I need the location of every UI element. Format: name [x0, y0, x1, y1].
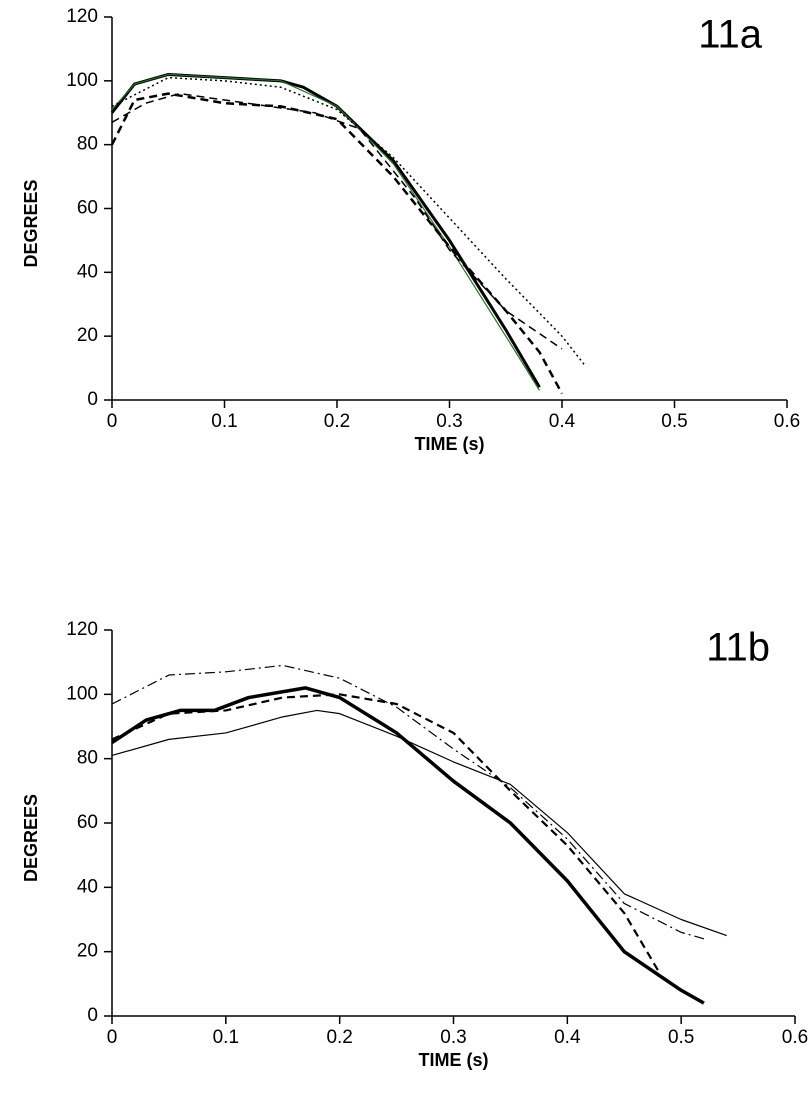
data-line	[111, 686, 705, 1005]
panel-title: 11a	[698, 13, 763, 57]
panel-title: 11b	[706, 626, 770, 670]
x-axis-title: TIME (s)	[419, 1050, 489, 1070]
x-tick-label: 0	[107, 411, 118, 432]
x-tick-label: 0.6	[782, 1027, 808, 1048]
data-line	[111, 73, 541, 391]
y-tick-label: 60	[77, 812, 98, 833]
x-tick-label: 0	[107, 1027, 118, 1048]
x-axis-title: TIME (s)	[415, 434, 485, 454]
data-line	[110, 92, 564, 395]
x-tick-label: 0.5	[661, 411, 687, 432]
data-line	[111, 693, 660, 972]
y-tick-label: 120	[66, 6, 98, 27]
x-tick-label: 0.1	[211, 411, 237, 432]
data-line	[111, 92, 563, 350]
x-tick-label: 0.3	[436, 411, 462, 432]
y-tick-label: 80	[77, 748, 98, 769]
x-tick-label: 0.3	[440, 1027, 466, 1048]
y-axis-title: DEGREES	[21, 179, 41, 267]
y-tick-label: 120	[66, 619, 98, 640]
y-tick-label: 0	[87, 1005, 98, 1026]
data-line	[111, 664, 705, 940]
y-tick-label: 20	[77, 325, 98, 346]
y-tick-label: 0	[87, 389, 98, 410]
x-tick-label: 0.2	[324, 411, 350, 432]
data-line	[110, 72, 541, 388]
x-tick-label: 0.6	[774, 411, 800, 432]
x-tick-label: 0.5	[668, 1027, 694, 1048]
y-tick-label: 40	[77, 261, 98, 282]
data-line	[111, 76, 586, 366]
y-tick-label: 20	[77, 941, 98, 962]
y-tick-label: 60	[77, 198, 98, 219]
y-tick-label: 40	[77, 876, 98, 897]
y-tick-label: 80	[77, 134, 98, 155]
y-axis-title: DEGREES	[21, 794, 41, 882]
x-tick-label: 0.2	[326, 1027, 352, 1048]
y-tick-label: 100	[66, 70, 98, 91]
y-tick-label: 100	[66, 683, 98, 704]
x-tick-label: 0.1	[213, 1027, 239, 1048]
x-tick-label: 0.4	[549, 411, 576, 432]
data-line	[111, 709, 727, 937]
x-tick-label: 0.4	[554, 1027, 581, 1048]
